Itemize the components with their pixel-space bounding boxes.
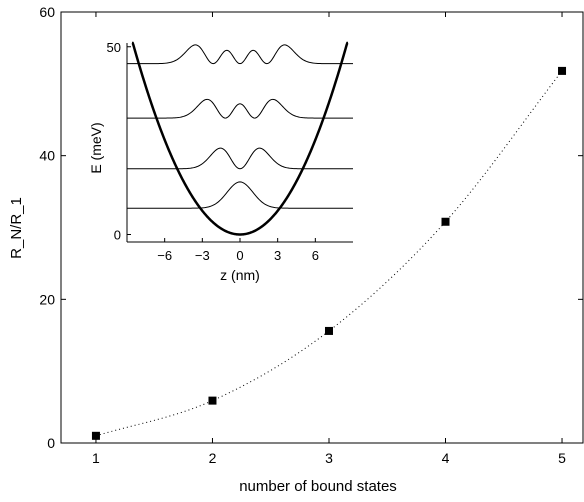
inset-x-tick-label: −6 <box>157 248 172 263</box>
inset-background <box>127 43 353 242</box>
data-point <box>92 432 100 440</box>
data-point <box>208 397 216 405</box>
x-tick-label: 4 <box>442 450 450 466</box>
inset-y-tick-label: 0 <box>114 227 121 242</box>
y-tick-label: 60 <box>39 4 55 20</box>
x-tick-label: 1 <box>92 450 100 466</box>
inset-x-tick-label: 6 <box>312 248 319 263</box>
y-tick-label: 20 <box>39 291 55 307</box>
x-tick-label: 5 <box>558 450 566 466</box>
y-tick-label: 40 <box>39 148 55 164</box>
data-point <box>325 327 333 335</box>
inset-plot: −6 −3 0 3 6 0 50 z (nm) E (meV) <box>88 40 353 283</box>
x-tick-label: 2 <box>209 450 217 466</box>
inset-x-tick-label: −3 <box>195 248 210 263</box>
inset-y-tick-label: 50 <box>107 40 121 55</box>
data-point <box>442 218 450 226</box>
x-axis-label: number of bound states <box>239 478 397 495</box>
inset-x-tick-label: 3 <box>274 248 281 263</box>
y-tick-label: 0 <box>47 435 55 451</box>
inset-y-axis-label: E (meV) <box>88 122 104 173</box>
y-axis-label: R_N/R_1 <box>8 197 25 259</box>
inset-x-tick-label: 0 <box>236 248 243 263</box>
x-tick-label: 3 <box>325 450 333 466</box>
data-point <box>558 67 566 75</box>
inset-x-axis-label: z (nm) <box>220 267 260 283</box>
